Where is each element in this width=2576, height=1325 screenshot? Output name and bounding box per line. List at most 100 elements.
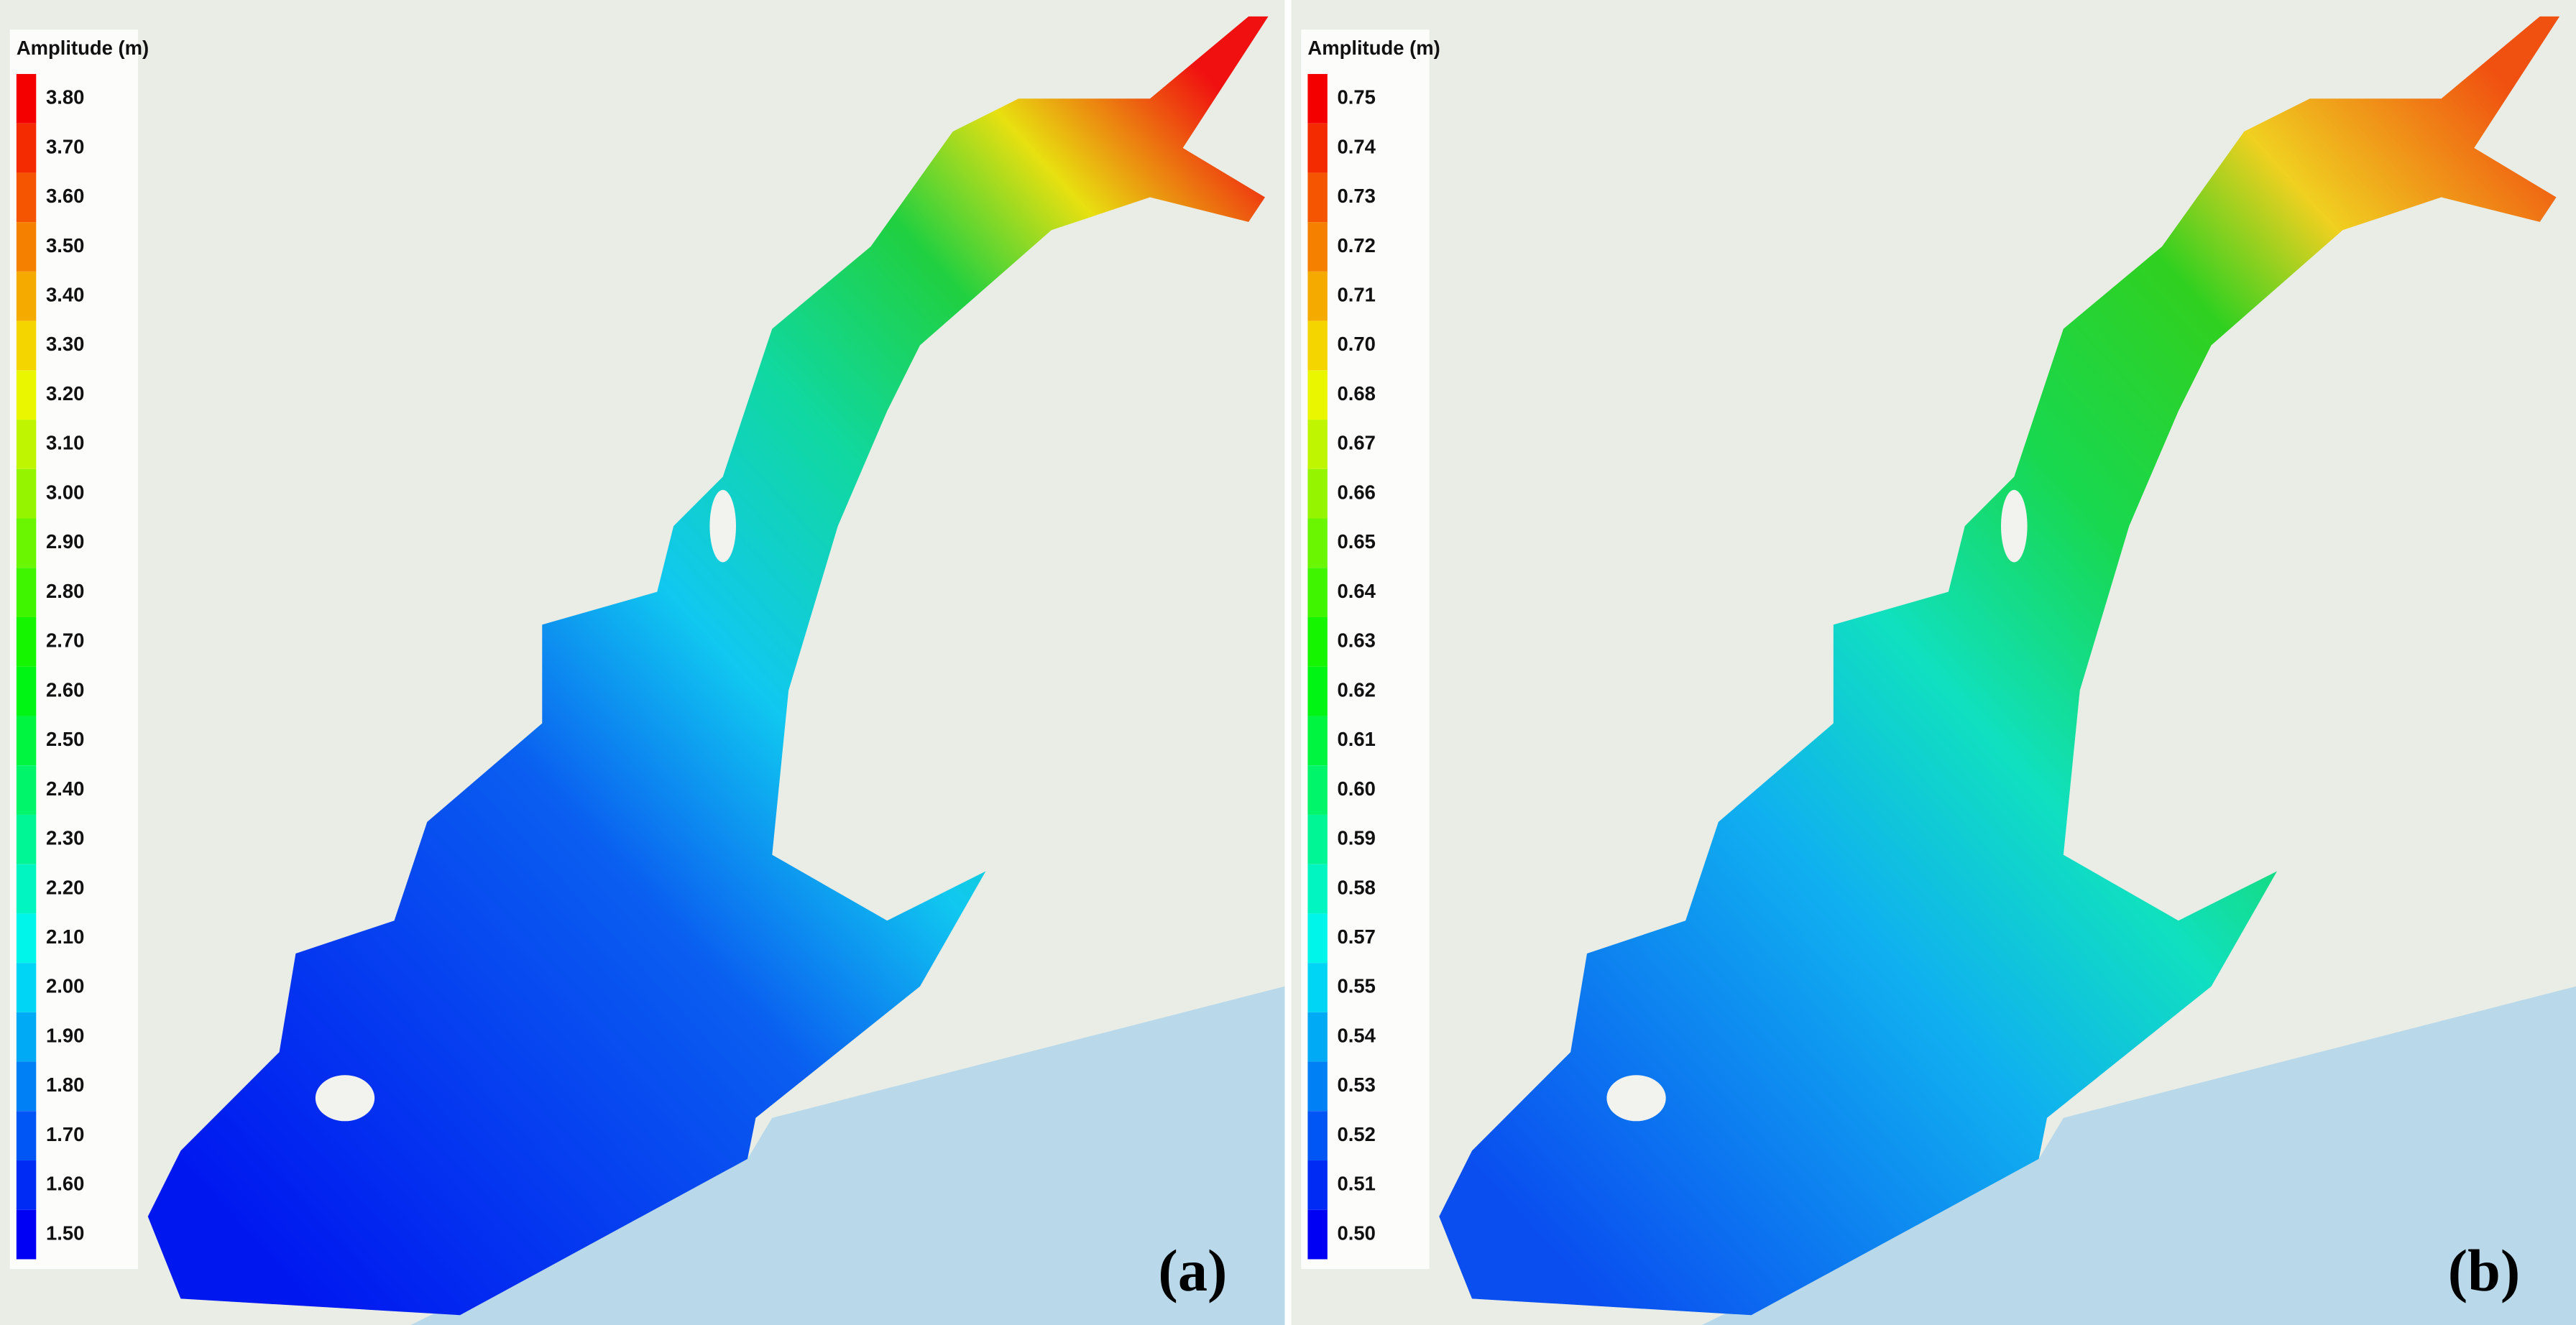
divider (1286, 0, 1290, 1325)
legend-label: 2.90 (46, 530, 84, 553)
legend-swatch (1307, 1111, 1328, 1161)
legend-swatch (1307, 73, 1328, 124)
legend-label: 3.10 (46, 432, 84, 454)
legend-swatch (16, 222, 37, 272)
legend-label: 3.30 (46, 333, 84, 355)
legend-swatch (16, 666, 37, 716)
legend-swatch (1307, 1209, 1328, 1260)
legend-label: 0.52 (1338, 1123, 1376, 1145)
legend-label: 3.60 (46, 185, 84, 207)
legend-swatch (1307, 518, 1328, 568)
legend-swatch (16, 1012, 37, 1062)
legend-swatch (1307, 370, 1328, 420)
legend-label: 0.59 (1338, 827, 1376, 849)
legend-swatch (16, 271, 37, 321)
legend-label: 0.55 (1338, 975, 1376, 997)
legend-swatch (1307, 666, 1328, 716)
legend-label: 0.68 (1338, 382, 1376, 405)
legend-swatch (16, 320, 37, 371)
legend-label: 2.50 (46, 728, 84, 750)
legend-label: 0.65 (1338, 530, 1376, 553)
legend-label: 1.90 (46, 1024, 84, 1046)
legend-label: 2.30 (46, 827, 84, 849)
legend-label: 0.64 (1338, 580, 1376, 602)
legend-label: 0.70 (1338, 333, 1376, 355)
island (315, 1075, 375, 1122)
panel-b: (b) (1291, 0, 2576, 1325)
legend-swatch (16, 172, 37, 223)
legend-label: 3.20 (46, 382, 84, 405)
legend-label: 2.10 (46, 925, 84, 948)
legend-label: 2.80 (46, 580, 84, 602)
legend-label: 3.50 (46, 234, 84, 257)
legend-swatch (16, 468, 37, 519)
legend-label: 0.53 (1338, 1074, 1376, 1096)
legend-label: 2.70 (46, 629, 84, 652)
legend-swatch (16, 1061, 37, 1112)
legend-label: 0.72 (1338, 234, 1376, 257)
island (709, 489, 736, 563)
legend-label: 0.63 (1338, 629, 1376, 652)
legend-swatch (16, 370, 37, 420)
legend-swatch (1307, 1012, 1328, 1062)
legend-label: 2.20 (46, 876, 84, 898)
legend-label: 3.70 (46, 135, 84, 157)
panel-a: (a) (0, 0, 1285, 1325)
legend-label: 0.75 (1338, 86, 1376, 109)
island (1606, 1075, 1666, 1122)
legend-swatch (1307, 1160, 1328, 1210)
legend-swatch (1307, 864, 1328, 914)
legend-label: 0.74 (1338, 135, 1376, 157)
panel-label: (a) (1158, 1238, 1227, 1303)
legend-label: 1.70 (46, 1123, 84, 1145)
legend-label: 0.51 (1338, 1173, 1376, 1195)
legend-swatch (1307, 271, 1328, 321)
legend-label: 0.66 (1338, 481, 1376, 503)
legend-swatch (16, 1209, 37, 1260)
legend-label: 1.50 (46, 1222, 84, 1244)
legend-swatch (16, 814, 37, 864)
legend-label: 1.60 (46, 1173, 84, 1195)
legend-label: 2.00 (46, 975, 84, 997)
legend-swatch (16, 864, 37, 914)
legend-swatch (1307, 963, 1328, 1012)
legend-swatch (16, 617, 37, 667)
legend-title: Amplitude (m) (1307, 37, 1440, 59)
legend-label: 0.67 (1338, 432, 1376, 454)
legend-label: 0.57 (1338, 925, 1376, 948)
island (2001, 489, 2028, 563)
legend-swatch (1307, 765, 1328, 815)
legend-swatch (16, 518, 37, 568)
legend-title: Amplitude (m) (17, 37, 149, 59)
legend-swatch (16, 765, 37, 815)
legend-swatch (1307, 420, 1328, 469)
amplitude-field (147, 16, 1269, 1316)
legend-swatch (16, 73, 37, 124)
legend-swatch (1307, 814, 1328, 864)
legend-label: 1.80 (46, 1074, 84, 1096)
legend-label: 0.50 (1338, 1222, 1376, 1244)
legend-label: 3.40 (46, 283, 84, 305)
legend-swatch (16, 1111, 37, 1161)
legend-label: 3.00 (46, 481, 84, 503)
legend-swatch (16, 123, 37, 173)
legend-swatch (16, 420, 37, 469)
legend-label: 2.60 (46, 678, 84, 701)
legend-swatch (16, 716, 37, 766)
legend-label: 0.71 (1338, 283, 1376, 305)
legend-label: 0.54 (1338, 1024, 1376, 1046)
sea (1702, 986, 2576, 1325)
legend-label: 0.60 (1338, 777, 1376, 800)
legend-label: 0.61 (1338, 728, 1376, 750)
legend-label: 0.73 (1338, 185, 1376, 207)
legend-swatch (1307, 1061, 1328, 1112)
legend-swatch (1307, 123, 1328, 173)
legend-swatch (16, 963, 37, 1012)
legend-swatch (16, 1160, 37, 1210)
legend-label: 0.62 (1338, 678, 1376, 701)
legend-swatch (1307, 568, 1328, 617)
legend-swatch (1307, 913, 1328, 964)
legend-label: 3.80 (46, 86, 84, 109)
legend-swatch (16, 568, 37, 617)
legend-swatch (1307, 172, 1328, 223)
